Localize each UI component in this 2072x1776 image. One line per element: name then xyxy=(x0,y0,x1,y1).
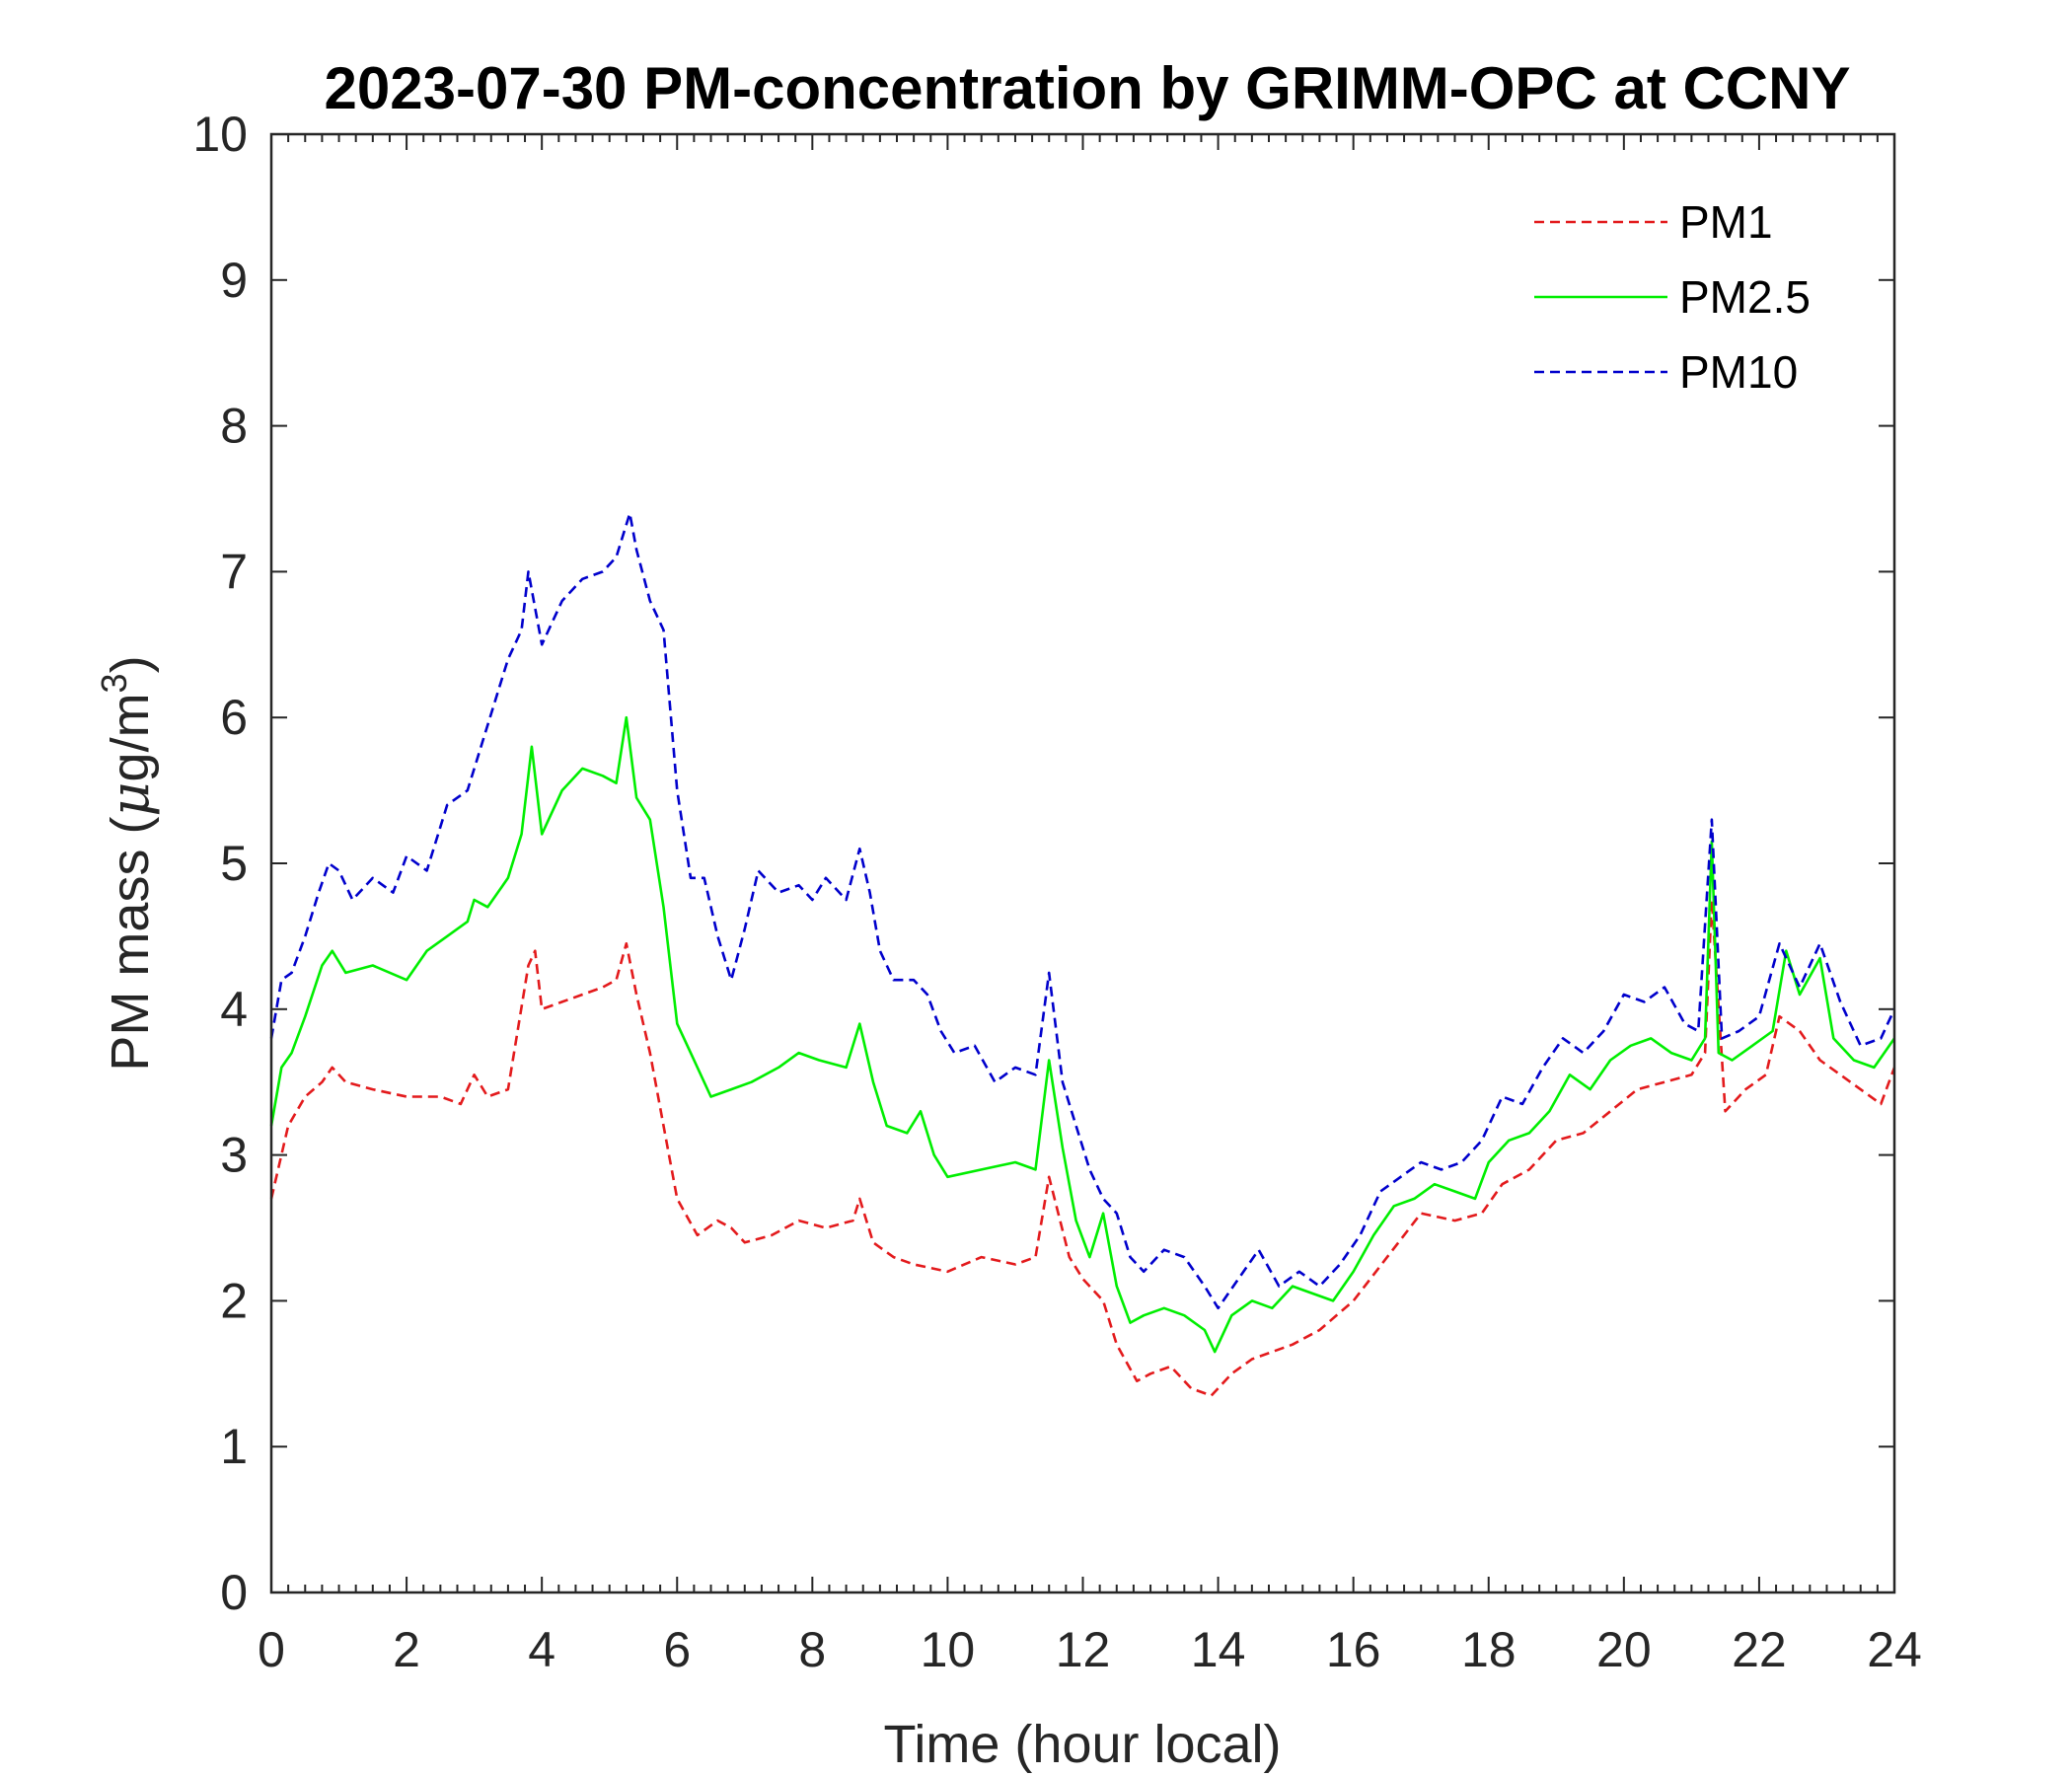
y-tick-label: 4 xyxy=(220,982,248,1037)
x-tick-label: 4 xyxy=(528,1622,555,1677)
y-tick-label: 6 xyxy=(220,690,248,745)
x-tick-label: 10 xyxy=(921,1622,976,1677)
y-tick-label: 3 xyxy=(220,1128,248,1183)
x-tick-label: 2 xyxy=(393,1622,420,1677)
x-tick-label: 0 xyxy=(258,1622,285,1677)
x-tick-label: 12 xyxy=(1056,1622,1111,1677)
x-tick-label: 20 xyxy=(1596,1622,1652,1677)
series-line-pm25 xyxy=(269,715,1896,1354)
y-tick-label: 0 xyxy=(220,1565,248,1620)
series-line-pm10 xyxy=(269,511,1896,1310)
y-tick-label: 9 xyxy=(220,253,248,308)
y-tick-label: 10 xyxy=(192,107,248,162)
x-tick-label: 18 xyxy=(1461,1622,1517,1677)
y-tick-label: 7 xyxy=(220,544,248,599)
y-tick-label: 2 xyxy=(220,1273,248,1328)
y-tick-label: 5 xyxy=(220,836,248,891)
x-tick-labels: 0 2 4 6 8 10 12 14 16 18 20 22 24 xyxy=(258,1622,1922,1677)
legend-label-pm25: PM2.5 xyxy=(1679,271,1811,323)
y-tick-label: 1 xyxy=(220,1419,248,1474)
x-tick-label: 14 xyxy=(1191,1622,1246,1677)
chart-title: 2023-07-30 PM-concentration by GRIMM-OPC… xyxy=(325,55,1851,121)
x-tick-label: 6 xyxy=(663,1622,691,1677)
y-tick-label: 8 xyxy=(220,399,248,454)
x-tick-label: 22 xyxy=(1732,1622,1787,1677)
series-line-pm1 xyxy=(269,898,1896,1397)
series-lines xyxy=(269,511,1896,1397)
legend: PM1 PM2.5 PM10 xyxy=(1534,196,1811,398)
y-tick-labels: 0 1 2 3 4 5 6 7 8 9 10 xyxy=(192,107,248,1620)
x-tick-label: 8 xyxy=(798,1622,826,1677)
legend-label-pm1: PM1 xyxy=(1679,196,1773,248)
axis-ticks xyxy=(270,133,1895,1593)
x-tick-label: 16 xyxy=(1326,1622,1381,1677)
plot-frame xyxy=(269,132,1896,1594)
legend-label-pm10: PM10 xyxy=(1679,346,1798,398)
y-axis-label: PM mass (μg/m3) xyxy=(94,655,161,1071)
x-axis-label: Time (hour local) xyxy=(883,1715,1281,1774)
x-tick-label: 24 xyxy=(1867,1622,1922,1677)
